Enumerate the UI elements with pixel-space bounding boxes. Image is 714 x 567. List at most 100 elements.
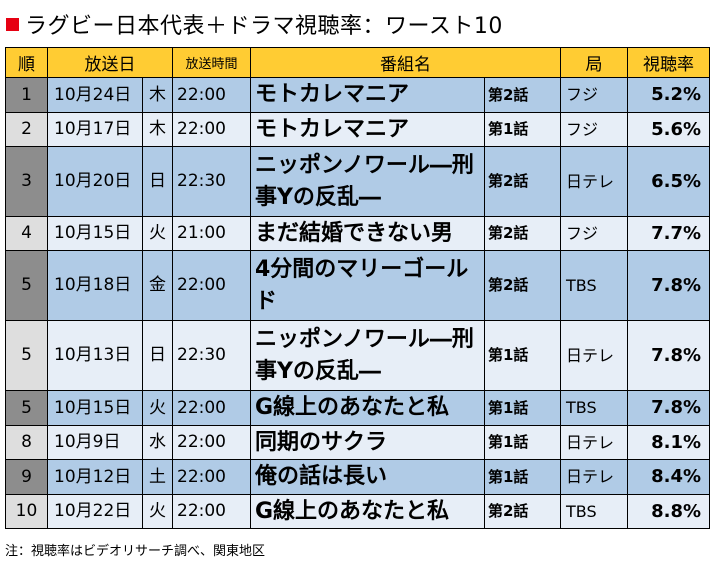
header-rating: 視聴率 xyxy=(627,47,710,78)
episode-cell: 第1話 xyxy=(484,320,561,391)
title-cell: モトカレマニア xyxy=(250,77,485,113)
time-cell: 22:30 xyxy=(172,320,251,391)
station-cell: フジ xyxy=(560,112,628,147)
rank-cell: 5 xyxy=(5,320,48,391)
rating-cell: 7.8% xyxy=(627,250,710,321)
table-row: 5 10月15日火 22:00 G線上のあなたと私 第1話 TBS 7.8% xyxy=(5,390,710,426)
header-row: 順 放送日 放送時間 番組名 局 視聴率 xyxy=(5,47,710,78)
rating-cell: 6.5% xyxy=(627,146,710,217)
time-cell: 22:00 xyxy=(172,112,251,147)
weekday-cell: 木 xyxy=(142,77,173,113)
title-cell: G線上のあなたと私 xyxy=(250,390,485,426)
page-title-bar: ラグビー日本代表＋ドラマ視聴率：ワースト10 xyxy=(6,6,503,42)
rank-cell: 1 xyxy=(5,77,48,113)
rank-cell: 2 xyxy=(5,112,48,147)
title-cell: 俺の話は長い xyxy=(250,459,485,495)
episode-cell: 第2話 xyxy=(484,146,561,217)
rating-cell: 5.6% xyxy=(627,112,710,147)
red-square-icon xyxy=(6,17,19,31)
title-cell: 4分間のマリーゴールド xyxy=(250,250,485,321)
weekday-cell: 土 xyxy=(142,459,173,495)
episode-cell: 第2話 xyxy=(484,216,561,251)
episode-cell: 第1話 xyxy=(484,459,561,495)
weekday-cell: 金 xyxy=(142,250,173,321)
station-cell: 日テレ xyxy=(560,425,628,460)
rating-cell: 5.2% xyxy=(627,77,710,113)
station-cell: TBS xyxy=(560,494,628,529)
title-cell: 同期のサクラ xyxy=(250,425,485,460)
page-title: ラグビー日本代表＋ドラマ視聴率：ワースト10 xyxy=(25,14,503,39)
date-cell: 10月13日 xyxy=(47,320,143,391)
weekday-cell: 火 xyxy=(142,216,173,251)
episode-cell: 第1話 xyxy=(484,390,561,426)
station-cell: 日テレ xyxy=(560,146,628,217)
table-row: 5 10月13日日 22:30 ニッポンノワール―刑事Yの反乱― 第1話 日テレ 7.8% xyxy=(5,320,710,391)
date-cell: 10月9日 xyxy=(47,425,143,460)
header-title: 番組名 xyxy=(250,47,561,78)
table-row: 4 10月15日火 21:00 まだ結婚できない男 第2話 フジ 7.7% xyxy=(5,216,710,251)
weekday-cell: 木 xyxy=(142,112,173,147)
rank-cell: 3 xyxy=(5,146,48,217)
time-cell: 22:00 xyxy=(172,459,251,495)
title-cell: まだ結婚できない男 xyxy=(250,216,485,251)
date-cell: 10月15日 xyxy=(47,390,143,426)
rank-cell: 5 xyxy=(5,250,48,321)
table-row: 10 10月22日火 22:00 G線上のあなたと私 第2話 TBS 8.8% xyxy=(5,494,710,529)
time-cell: 22:00 xyxy=(172,77,251,113)
weekday-cell: 日 xyxy=(142,320,173,391)
weekday-cell: 火 xyxy=(142,494,173,529)
rating-cell: 8.4% xyxy=(627,459,710,495)
rating-cell: 8.8% xyxy=(627,494,710,529)
header-time: 放送時間 xyxy=(172,47,251,78)
station-cell: 日テレ xyxy=(560,320,628,391)
rank-cell: 8 xyxy=(5,425,48,460)
weekday-cell: 日 xyxy=(142,146,173,217)
date-cell: 10月22日 xyxy=(47,494,143,529)
table-row: 8 10月9日水 22:00 同期のサクラ 第1話 日テレ 8.1% xyxy=(5,425,710,460)
time-cell: 22:30 xyxy=(172,146,251,217)
episode-cell: 第2話 xyxy=(484,250,561,321)
time-cell: 22:00 xyxy=(172,425,251,460)
time-cell: 22:00 xyxy=(172,494,251,529)
episode-cell: 第1話 xyxy=(484,425,561,460)
date-cell: 10月20日 xyxy=(47,146,143,217)
header-rank: 順 xyxy=(5,47,48,78)
episode-cell: 第2話 xyxy=(484,77,561,113)
episode-cell: 第2話 xyxy=(484,494,561,529)
rating-cell: 7.8% xyxy=(627,390,710,426)
weekday-cell: 水 xyxy=(142,425,173,460)
weekday-cell: 火 xyxy=(142,390,173,426)
title-cell: モトカレマニア xyxy=(250,112,485,147)
table-row: 9 10月12日土 22:00 俺の話は長い 第1話 日テレ 8.4% xyxy=(5,459,710,495)
date-cell: 10月18日 xyxy=(47,250,143,321)
footnote: 注：視聴率はビデオリサーチ調べ、関東地区 xyxy=(5,544,266,559)
title-cell: ニッポンノワール―刑事Yの反乱― xyxy=(250,146,485,217)
station-cell: フジ xyxy=(560,77,628,113)
date-cell: 10月15日 xyxy=(47,216,143,251)
title-cell: ニッポンノワール―刑事Yの反乱― xyxy=(250,320,485,391)
table-row: 1 10月24日木 22:00 モトカレマニア 第2話 フジ 5.2% xyxy=(5,77,710,113)
rank-cell: 4 xyxy=(5,216,48,251)
header-station: 局 xyxy=(560,47,628,78)
station-cell: フジ xyxy=(560,216,628,251)
rating-cell: 8.1% xyxy=(627,425,710,460)
rank-cell: 5 xyxy=(5,390,48,426)
time-cell: 21:00 xyxy=(172,216,251,251)
rating-cell: 7.8% xyxy=(627,320,710,391)
date-cell: 10月12日 xyxy=(47,459,143,495)
station-cell: TBS xyxy=(560,250,628,321)
rank-cell: 10 xyxy=(5,494,48,529)
rank-cell: 9 xyxy=(5,459,48,495)
station-cell: 日テレ xyxy=(560,459,628,495)
header-date: 放送日 xyxy=(47,47,173,78)
table-row: 3 10月20日日 22:30 ニッポンノワール―刑事Yの反乱― 第2話 日テレ 6.5% xyxy=(5,146,710,217)
table-row: 5 10月18日金 22:00 4分間のマリーゴールド 第2話 TBS 7.8% xyxy=(5,250,710,321)
date-cell: 10月24日 xyxy=(47,77,143,113)
date-cell: 10月17日 xyxy=(47,112,143,147)
station-cell: TBS xyxy=(560,390,628,426)
time-cell: 22:00 xyxy=(172,250,251,321)
episode-cell: 第1話 xyxy=(484,112,561,147)
table-row: 2 10月17日木 22:00 モトカレマニア 第1話 フジ 5.6% xyxy=(5,112,710,147)
rating-cell: 7.7% xyxy=(627,216,710,251)
ratings-table: 順 放送日 放送時間 番組名 局 視聴率 1 10月24日木 22:00 モトカレマニ… xyxy=(5,47,710,529)
